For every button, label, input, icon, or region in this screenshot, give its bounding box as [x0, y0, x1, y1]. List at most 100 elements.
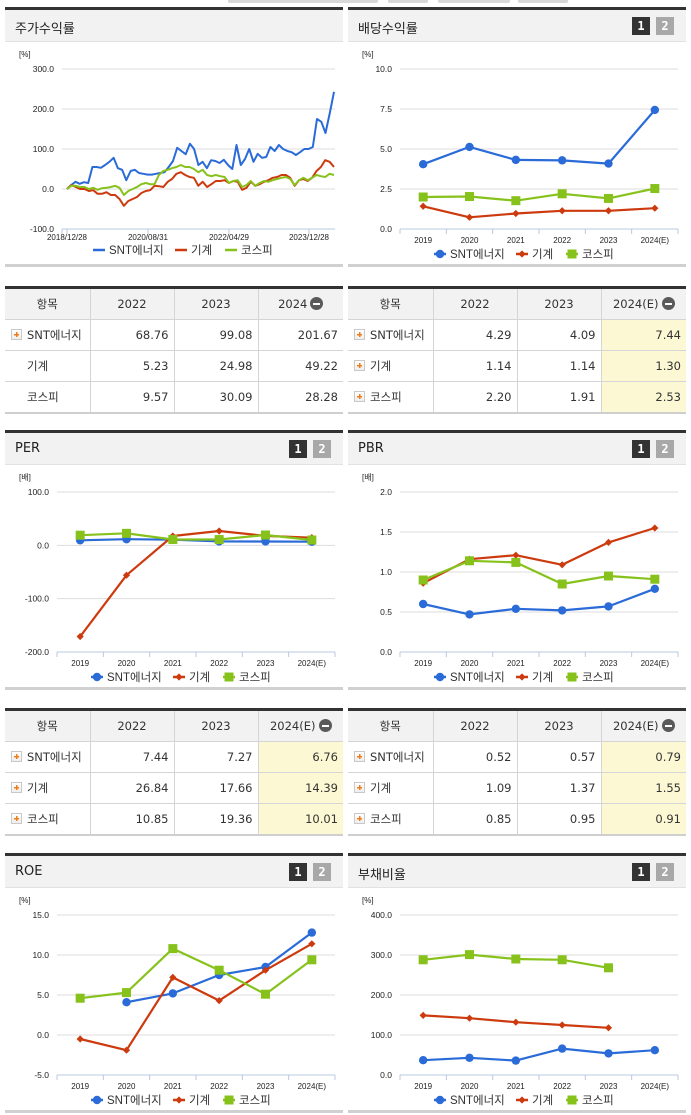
expand-icon[interactable] — [354, 781, 365, 793]
top-tab[interactable] — [228, 0, 378, 3]
series-snt — [418, 584, 660, 619]
data-point-marker — [465, 1053, 474, 1062]
legend-item-kospi[interactable]: 코스피 — [566, 248, 614, 261]
data-point-marker — [76, 632, 84, 641]
column-header: 2024(E) — [601, 289, 686, 320]
svg-text:코스피: 코스피 — [582, 671, 614, 684]
dividend-yield-panel: 배당수익률 1 2 [%] 10.0 7.5 5.0 2.5 0.0 2019 2020 202… — [348, 7, 686, 267]
row-label: 기계 — [348, 350, 434, 382]
legend-item-kospi[interactable]: 코스피 — [223, 1094, 271, 1107]
collapse-icon[interactable] — [661, 296, 675, 310]
column-header: 2023 — [517, 711, 602, 742]
table-row: 코스피 10.85 19.36 10.01 — [5, 803, 343, 834]
page-1-button[interactable]: 1 — [289, 440, 307, 458]
page-2-button[interactable]: 2 — [313, 863, 331, 881]
legend-item-machine[interactable]: 기계 — [516, 248, 553, 261]
legend-item-snt[interactable]: SNT에너지 — [91, 671, 162, 684]
page-2-button[interactable]: 2 — [656, 863, 674, 881]
legend-item-machine[interactable]: 기계 — [173, 671, 210, 684]
row-label: 코스피 — [348, 803, 434, 834]
y-tick-label: 10.0 — [375, 64, 392, 74]
data-point-marker — [261, 989, 270, 999]
legend-item-machine[interactable]: 기계 — [516, 671, 553, 684]
legend-item-snt[interactable]: SNT에너지 — [434, 671, 505, 684]
data-point-marker — [604, 571, 613, 581]
data-point-marker — [214, 965, 224, 975]
data-point-marker — [307, 955, 317, 965]
page-1-button[interactable]: 1 — [632, 17, 650, 35]
row-name: 기계 — [370, 358, 392, 373]
cell: 30.09 — [174, 381, 259, 412]
data-point-marker — [557, 189, 567, 199]
cell: 6.76 — [258, 741, 343, 773]
expand-icon[interactable] — [354, 359, 365, 371]
legend-item-snt[interactable]: SNT에너지 — [434, 1094, 505, 1107]
x-tick-label: 2020 — [118, 1082, 136, 1091]
panel-header: ROE 1 2 — [5, 856, 343, 888]
top-tab[interactable] — [518, 0, 568, 3]
page-2-button[interactable]: 2 — [656, 17, 674, 35]
page-1-button[interactable]: 1 — [632, 440, 650, 458]
legend-item-machine[interactable]: 기계 — [516, 1094, 553, 1107]
x-tick-label: 2021 — [164, 659, 182, 668]
cell: 7.44 — [90, 741, 175, 773]
x-tick-label: 2024(E) — [641, 236, 670, 245]
cell: 7.27 — [174, 741, 259, 773]
expand-icon[interactable] — [354, 328, 365, 340]
table-row: 기계 1.09 1.37 1.55 — [348, 772, 686, 804]
legend-item-kospi[interactable]: 코스피 — [225, 244, 273, 257]
legend-item-snt[interactable]: SNT에너지 — [91, 1094, 162, 1107]
data-point-marker — [557, 955, 567, 965]
legend-item-kospi[interactable]: 코스피 — [566, 1094, 614, 1107]
page-2-button[interactable]: 2 — [313, 440, 331, 458]
data-point-marker — [511, 557, 521, 567]
panel-header: PER 1 2 — [5, 433, 343, 465]
data-point-marker — [418, 1056, 428, 1065]
data-point-marker — [604, 963, 613, 973]
page-2-button[interactable]: 2 — [656, 440, 674, 458]
collapse-icon[interactable] — [318, 718, 332, 732]
page-1-button[interactable]: 1 — [289, 863, 307, 881]
expand-icon[interactable] — [11, 328, 22, 340]
legend-item-snt[interactable]: SNT에너지 — [434, 248, 505, 261]
top-tab[interactable] — [438, 0, 510, 3]
y-tick-label: 100.0 — [33, 144, 55, 154]
cell: 99.08 — [174, 319, 259, 351]
legend-item-kospi[interactable]: 코스피 — [223, 671, 271, 684]
legend-item-kospi[interactable]: 코스피 — [566, 671, 614, 684]
svg-text:SNT에너지: SNT에너지 — [450, 248, 505, 261]
series-kospi — [418, 950, 613, 973]
legend-item-snt[interactable]: SNT에너지 — [93, 244, 164, 257]
y-tick-label: 0.0 — [380, 1070, 392, 1080]
top-tab[interactable] — [388, 0, 428, 3]
cell: 0.91 — [601, 803, 686, 834]
expand-icon[interactable] — [354, 750, 365, 762]
table-row: 기계 1.14 1.14 1.30 — [348, 350, 686, 382]
data-point-marker — [261, 966, 270, 974]
data-point-marker — [465, 142, 474, 152]
expand-icon[interactable] — [11, 781, 22, 793]
expand-icon[interactable] — [354, 390, 365, 402]
legend-item-machine[interactable]: 기계 — [175, 244, 212, 257]
x-tick-label: 2019 — [71, 1082, 89, 1091]
row-label: 코스피 — [348, 381, 434, 412]
top-tab-strip — [0, 0, 691, 5]
svg-text:코스피: 코스피 — [239, 671, 271, 684]
expand-icon[interactable] — [11, 812, 22, 824]
cell: 17.66 — [174, 772, 259, 804]
expand-icon[interactable] — [354, 812, 365, 824]
column-header: 2023 — [517, 289, 602, 320]
svg-text:코스피: 코스피 — [241, 244, 273, 257]
data-point-marker — [465, 556, 474, 566]
svg-text:코스피: 코스피 — [582, 1094, 614, 1107]
data-point-marker — [435, 249, 445, 259]
table-header-row: 항목 2022 2023 2024 — [5, 289, 343, 320]
data-point-marker — [122, 988, 131, 998]
panel-title: 주가수익률 — [15, 22, 75, 37]
collapse-icon[interactable] — [310, 296, 324, 310]
expand-icon[interactable] — [11, 750, 22, 762]
row-name: 기계 — [27, 780, 49, 795]
legend-item-machine[interactable]: 기계 — [173, 1094, 210, 1107]
page-1-button[interactable]: 1 — [632, 863, 650, 881]
collapse-icon[interactable] — [661, 718, 675, 732]
